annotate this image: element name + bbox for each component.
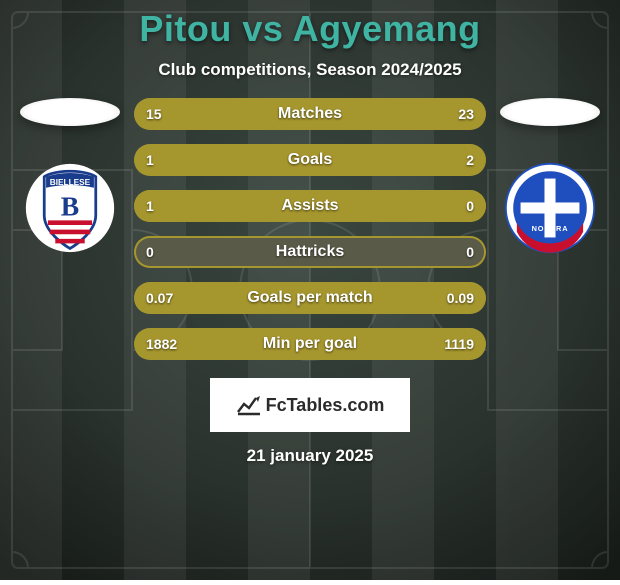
- left-side: BIELLESE B: [20, 98, 120, 254]
- stat-value-left: 0: [146, 244, 154, 260]
- stat-value-right: 0: [466, 244, 474, 260]
- stat-value-left: 1: [146, 152, 154, 168]
- stat-value-left: 0.07: [146, 290, 173, 306]
- stat-label: Matches: [278, 105, 342, 123]
- left-club-crest: BIELLESE B: [24, 162, 116, 254]
- stat-value-right: 2: [466, 152, 474, 168]
- subtitle: Club competitions, Season 2024/2025: [158, 60, 461, 80]
- right-club-crest: NOVARA: [504, 162, 596, 254]
- watermark: FcTables.com: [210, 378, 410, 432]
- stat-value-right: 1119: [444, 336, 474, 352]
- comparison-area: BIELLESE B Matches1523Goals12Assists10Ha…: [0, 98, 620, 360]
- right-side: NOVARA: [500, 98, 600, 254]
- right-player-oval: [500, 98, 600, 126]
- stat-bar-right: [250, 144, 486, 176]
- stat-label: Hattricks: [276, 243, 344, 261]
- watermark-text: FcTables.com: [266, 395, 385, 416]
- svg-text:BIELLESE: BIELLESE: [50, 178, 91, 187]
- stat-row: Assists 1 0: [134, 190, 486, 222]
- stat-value-right: 0: [466, 198, 474, 214]
- stat-value-left: 1882: [146, 336, 177, 352]
- stat-label: Goals per match: [247, 289, 372, 307]
- page-title: Pitou vs Agyemang: [139, 8, 480, 50]
- stat-row: Matches 15 23: [134, 98, 486, 130]
- stat-label: Assists: [282, 197, 339, 215]
- left-player-oval: [20, 98, 120, 126]
- stat-row: Min per goal 1882 1119: [134, 328, 486, 360]
- stat-value-right: 0.09: [447, 290, 474, 306]
- stat-row: Goals 1 2: [134, 144, 486, 176]
- stat-row: Hattricks 0 0: [134, 236, 486, 268]
- content: Pitou vs Agyemang Club competitions, Sea…: [0, 0, 620, 580]
- date-text: 21 january 2025: [247, 446, 374, 466]
- stat-value-left: 15: [146, 106, 162, 122]
- watermark-icon: [236, 394, 262, 416]
- stat-value-left: 1: [146, 198, 154, 214]
- stat-row: Goals per match 0.07 0.09: [134, 282, 486, 314]
- stat-rows: Matches 15 23 Goals 1 2 Assists 1 0 Hattricks 0 0 Go…: [134, 98, 486, 360]
- stat-value-right: 23: [458, 106, 474, 122]
- svg-text:NOVARA: NOVARA: [532, 224, 569, 233]
- svg-text:B: B: [61, 190, 79, 221]
- stat-label: Goals: [288, 151, 332, 169]
- stat-label: Min per goal: [263, 335, 357, 353]
